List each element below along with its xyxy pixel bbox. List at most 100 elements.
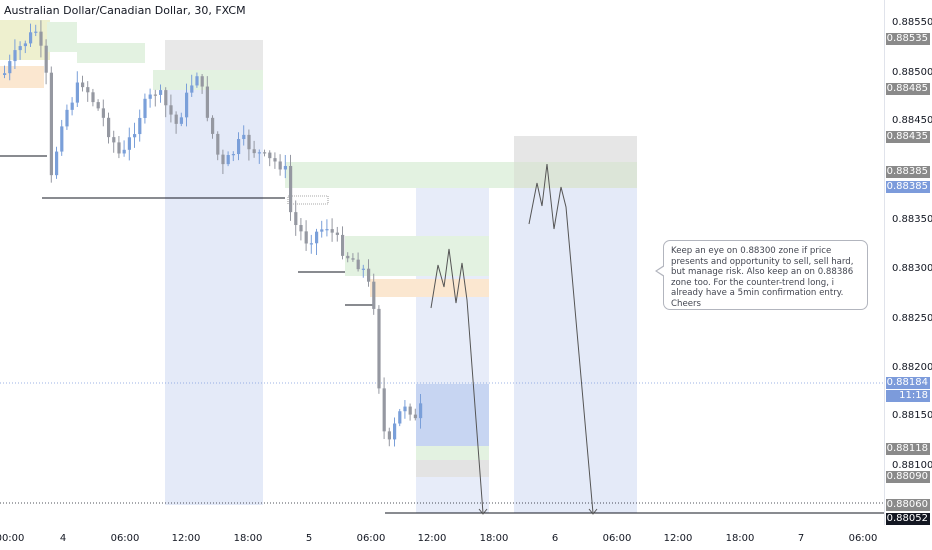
candle-body — [387, 431, 391, 440]
candle-body — [185, 92, 189, 118]
candle-body — [351, 258, 355, 260]
candle-body — [143, 98, 147, 118]
projections — [430, 163, 598, 515]
candle-body — [393, 423, 397, 440]
zone-blue-box1 — [165, 90, 263, 505]
zone-green-box1 — [153, 70, 263, 90]
candle-body — [398, 411, 402, 424]
candle-body — [75, 82, 79, 103]
candle-body — [294, 212, 298, 226]
candle-body — [153, 94, 157, 96]
candle-body — [49, 72, 53, 176]
time-tick: 00:00 — [0, 533, 25, 544]
small-dotted-box — [287, 195, 329, 205]
candle-body — [60, 126, 64, 152]
candle-body — [304, 231, 308, 244]
time-tick: 06:00 — [110, 533, 140, 544]
symbol-title: Australian Dollar/Canadian Dollar, 30, F… — [4, 4, 246, 17]
candle-body — [8, 61, 12, 74]
candle-body — [231, 154, 235, 156]
candle-body — [65, 109, 69, 127]
price-tick: 0.88550 — [892, 17, 932, 28]
candle-body — [148, 94, 152, 99]
zone-gray-box2 — [514, 136, 637, 162]
candle-body — [309, 243, 313, 245]
time-tick: 06:00 — [848, 533, 878, 544]
time-tick: 7 — [797, 533, 805, 544]
zone-orange-topleft — [0, 66, 44, 88]
candle-body — [403, 406, 407, 412]
projection-path-1 — [430, 248, 484, 514]
candle-body — [413, 414, 417, 419]
candles — [3, 20, 423, 447]
price-badge: 0.88060 — [886, 499, 930, 511]
zone-blue-box2 — [514, 188, 637, 513]
zone-green-topleft — [47, 22, 77, 52]
candle-body — [39, 31, 43, 46]
candle-body — [273, 158, 277, 162]
candle-body — [3, 73, 7, 75]
zone-blue-entry — [416, 384, 489, 446]
zones — [0, 20, 637, 513]
candle-body — [299, 225, 303, 232]
time-tick: 12:00 — [663, 533, 693, 544]
candle-body — [81, 82, 85, 88]
candle-body — [190, 85, 194, 93]
candle-body — [179, 117, 183, 124]
time-tick: 18:00 — [479, 533, 509, 544]
arrowhead-1 — [478, 508, 488, 515]
zone-gray-box1 — [165, 40, 263, 70]
price-badge: 0.88435 — [886, 131, 930, 143]
candle-body — [23, 43, 27, 47]
annotation-tail-inner — [657, 266, 665, 276]
projection-path-2 — [528, 163, 594, 514]
candle-body — [372, 281, 376, 309]
price-axis[interactable]: 0.88550 0.88535 0.88500 0.88485 0.88450 … — [885, 0, 932, 525]
candle-body — [34, 31, 38, 33]
candle-body — [216, 133, 220, 155]
price-tick: 0.88300 — [892, 263, 932, 274]
candle-body — [13, 50, 17, 62]
candle-body — [18, 46, 22, 51]
current-price-badge: 0.88184 — [886, 377, 930, 389]
zone-green-entry — [416, 446, 489, 460]
candle-body — [96, 102, 100, 109]
candle-body — [335, 232, 339, 235]
price-chart-canvas[interactable] — [0, 0, 885, 525]
candle-body — [101, 108, 105, 118]
price-badge: 0.88535 — [886, 33, 930, 45]
candle-body — [356, 259, 360, 270]
candle-body — [122, 149, 126, 154]
candle-body — [283, 165, 287, 170]
price-badge: 0.88485 — [886, 83, 930, 95]
level-lines — [0, 155, 885, 514]
candle-body — [159, 90, 163, 95]
candle-body — [112, 137, 116, 143]
candle-body — [263, 152, 267, 154]
candle-body — [221, 154, 225, 165]
price-badge: 0.88118 — [886, 443, 930, 455]
price-badge: 0.88385 — [886, 166, 930, 178]
price-badge: 0.88090 — [886, 471, 930, 483]
candle-body — [320, 229, 324, 232]
candle-body — [377, 308, 381, 389]
candle-body — [55, 151, 59, 176]
candle-body — [107, 117, 111, 138]
candle-body — [44, 45, 48, 73]
candle-body — [252, 149, 256, 154]
time-axis[interactable]: 00:00 4 06:00 12:00 18:00 5 06:00 12:00 … — [0, 525, 885, 550]
time-tick: 6 — [551, 533, 559, 544]
annotation-callout[interactable]: Keep an eye on 0.88300 zone if price pre… — [663, 240, 868, 310]
candle-body — [268, 152, 272, 159]
candle-body — [325, 229, 329, 231]
price-tick: 0.88200 — [892, 362, 932, 373]
candle-body — [242, 134, 246, 140]
candle-body — [86, 87, 90, 93]
candle-body — [117, 142, 121, 154]
time-tick: 12:00 — [417, 533, 447, 544]
zone-gray-box2b — [514, 162, 637, 188]
candle-body — [278, 161, 282, 170]
annotation-text: Keep an eye on 0.88300 zone if price pre… — [671, 246, 854, 309]
candle-body — [133, 134, 137, 138]
